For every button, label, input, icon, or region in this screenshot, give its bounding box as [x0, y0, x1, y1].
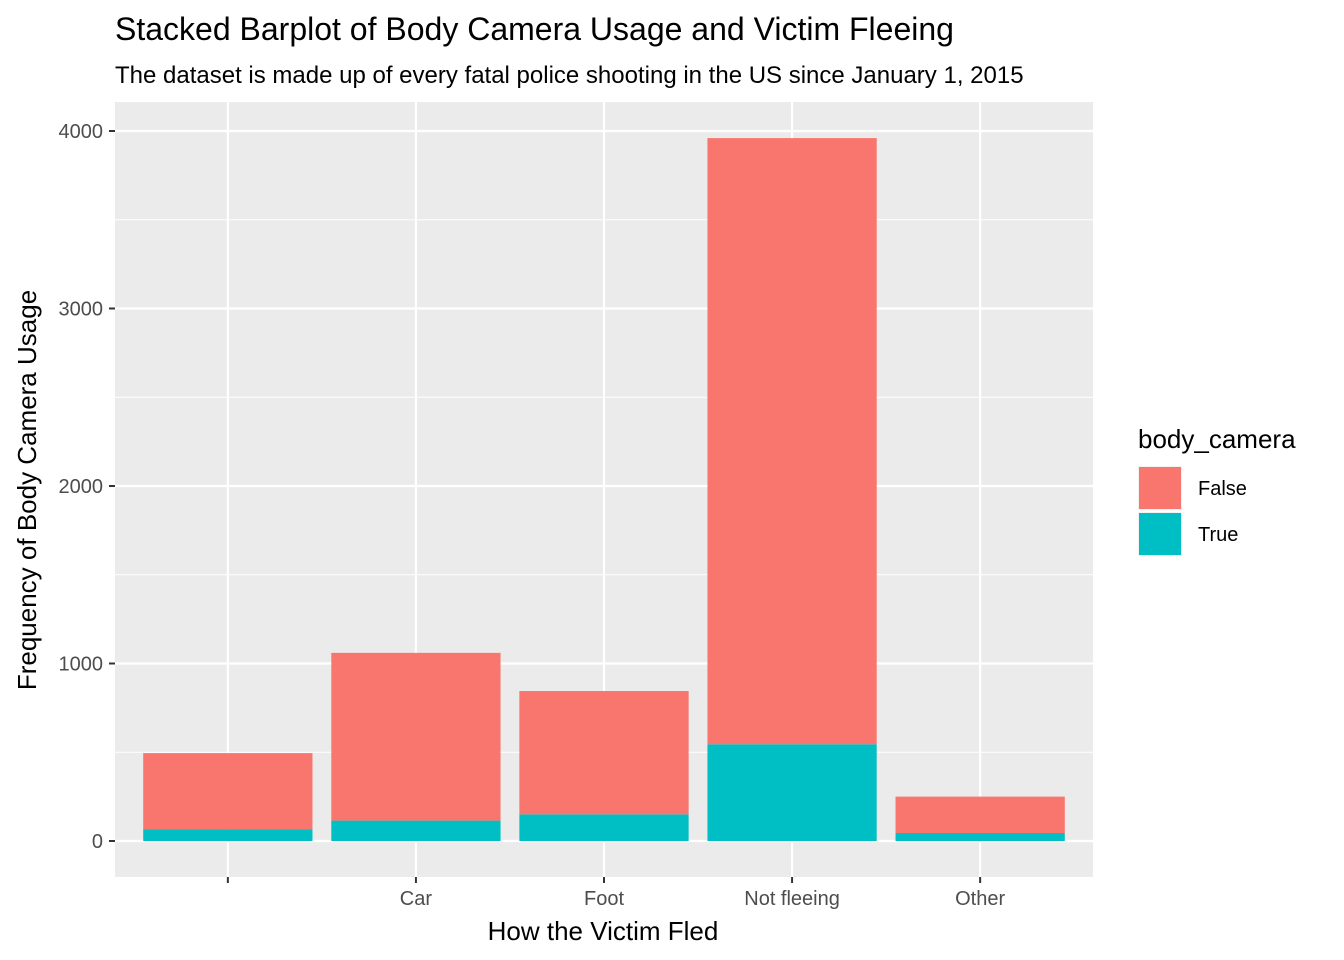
bar-segment — [331, 820, 501, 841]
bar-segment — [895, 833, 1065, 841]
x-tick-label: Not fleeing — [744, 888, 840, 910]
bar-segment — [707, 138, 877, 745]
y-tick-label: 4000 — [59, 121, 104, 143]
y-tick-label: 0 — [92, 831, 103, 853]
chart-title: Stacked Barplot of Body Camera Usage and… — [115, 11, 954, 47]
bar-segment — [707, 744, 877, 841]
x-tick-label: Foot — [584, 888, 624, 910]
bar-segment — [143, 753, 313, 830]
x-tick-label: Car — [400, 888, 433, 910]
legend-label: True — [1198, 524, 1238, 546]
legend-swatch — [1139, 467, 1181, 509]
x-axis-title: How the Victim Fled — [488, 916, 719, 946]
legend-label: False — [1198, 478, 1247, 500]
bar-segment — [519, 691, 689, 815]
x-tick-label: Other — [955, 888, 1005, 910]
legend-swatch — [1139, 513, 1181, 555]
bars — [143, 138, 1065, 841]
y-axis: 0 1000 2000 3000 4000 — [59, 121, 115, 853]
y-tick-label: 3000 — [59, 299, 104, 321]
bar-segment — [143, 829, 313, 841]
legend-title: body_camera — [1138, 424, 1296, 454]
x-axis: Car Foot Not fleeing Other — [226, 877, 1005, 910]
bar-segment — [331, 652, 501, 821]
chart-subtitle: The dataset is made up of every fatal po… — [115, 62, 1024, 89]
legend: body_camera False True — [1138, 424, 1296, 556]
y-axis-title: Frequency of Body Camera Usage — [12, 290, 42, 690]
y-tick-label: 2000 — [59, 476, 104, 498]
y-tick-label: 1000 — [59, 654, 104, 676]
bar-segment — [895, 796, 1065, 834]
bar-segment — [519, 814, 689, 841]
